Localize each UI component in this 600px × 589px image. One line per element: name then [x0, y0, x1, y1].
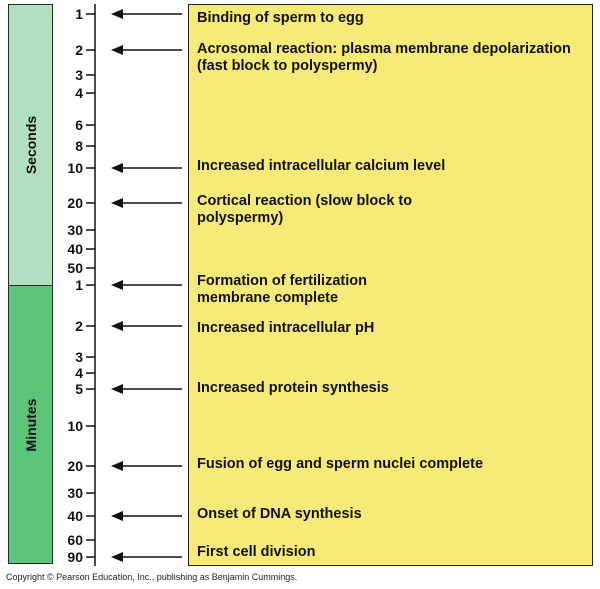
tick-label: 4	[75, 85, 83, 101]
event-label: Increased protein synthesis	[197, 380, 389, 396]
tick-label: 8	[75, 138, 83, 154]
event-arrow	[111, 321, 182, 331]
tick-label: 1	[75, 277, 83, 293]
tick-label: 30	[67, 485, 83, 501]
tick-label: 10	[67, 418, 83, 434]
copyright-notice: Copyright © Pearson Education, Inc., pub…	[6, 572, 298, 582]
event-label: Binding of sperm to egg	[197, 10, 364, 26]
minutes-band: Minutes	[8, 285, 53, 564]
tick-label: 40	[67, 241, 83, 257]
event-arrow	[111, 384, 182, 394]
tick-label: 20	[67, 195, 83, 211]
tick-label: 3	[75, 349, 83, 365]
event-label: Increased intracellular pH	[197, 320, 375, 336]
event-label: Cortical reaction (slow block to polyspe…	[197, 193, 413, 226]
tick-label: 10	[67, 160, 83, 176]
events-panel	[188, 4, 593, 566]
seconds-band: Seconds	[8, 4, 53, 286]
tick-label: 5	[75, 381, 83, 397]
tick-label: 60	[67, 532, 83, 548]
tick-label: 30	[67, 222, 83, 238]
tick-label: 1	[75, 6, 83, 22]
event-label: Acrosomal reaction: plasma membrane depo…	[197, 41, 571, 74]
event-label: Fusion of egg and sperm nuclei complete	[197, 456, 484, 472]
tick-label: 2	[75, 318, 83, 334]
tick-label: 40	[67, 508, 83, 524]
tick-label: 2	[75, 42, 83, 58]
event-arrow	[111, 552, 182, 562]
tick-label: 4	[75, 365, 83, 381]
event-arrow	[111, 163, 182, 173]
event-arrow	[111, 511, 182, 521]
tick-label: 90	[67, 549, 83, 565]
tick-label: 6	[75, 117, 83, 133]
event-arrow	[111, 198, 182, 208]
tick-label: 20	[67, 458, 83, 474]
event-label: Formation of fertilization membrane comp…	[197, 273, 367, 306]
event-arrow	[111, 45, 182, 55]
event-label: Increased intracellular calcium level	[197, 158, 446, 174]
event-label: Onset of DNA synthesis	[197, 506, 362, 522]
event-arrow	[111, 9, 182, 19]
event-label: First cell division	[197, 544, 316, 560]
event-arrow	[111, 280, 182, 290]
tick-label: 50	[67, 260, 83, 276]
event-arrow	[111, 461, 182, 471]
tick-label: 3	[75, 67, 83, 83]
